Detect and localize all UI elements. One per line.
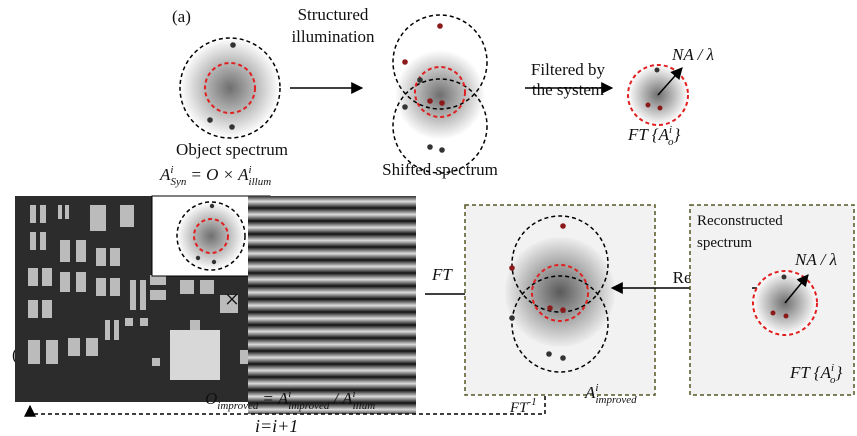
caption: Shifted spectrum <box>382 160 498 179</box>
illumination-pattern <box>248 196 416 414</box>
ft-part: } <box>836 363 843 382</box>
improved-spectrum <box>465 205 655 395</box>
formula-sub: illum <box>353 400 376 412</box>
ift-label: FT-1 <box>509 396 537 416</box>
ft-part: } <box>674 125 681 144</box>
iteration-label: i=i+1 <box>255 416 298 436</box>
formula-part: = A <box>262 389 288 408</box>
ft-part: FT {A <box>627 125 670 144</box>
ift-part: FT <box>509 400 529 416</box>
box-label: spectrum <box>697 235 752 251</box>
reconstructed-spectrum <box>753 271 817 335</box>
formula-sub: illum <box>249 176 272 188</box>
ft-sup: i <box>669 124 672 136</box>
formula-part: A <box>237 165 249 184</box>
shifted-spectrum <box>393 15 487 173</box>
formula-sub: improved <box>217 400 259 412</box>
formula-sup: i <box>170 164 173 176</box>
improved-sup: i <box>595 382 598 394</box>
formula-part: / A <box>332 389 353 408</box>
formula-sub: improved <box>288 400 330 412</box>
object-spectrum <box>180 38 280 138</box>
formula-part: = O × <box>190 165 234 184</box>
panel-label: (a) <box>172 7 191 26</box>
step-label: the system <box>532 80 604 99</box>
ft-part: FT {A <box>789 363 832 382</box>
diagram: (a) Object spectrum Structured illuminat… <box>0 0 857 436</box>
formula-sub: Syn <box>170 176 186 188</box>
na-label: NA / λ <box>671 45 714 64</box>
ft-label: FT <box>431 265 453 284</box>
formula-part: O <box>205 389 217 408</box>
formula-sup: i <box>353 388 356 400</box>
na-label: NA / λ <box>794 250 837 269</box>
step-label: Filtered by <box>531 60 606 79</box>
times-sign: × <box>225 285 240 314</box>
step-label: Structured <box>298 5 369 24</box>
step-label: illumination <box>291 27 375 46</box>
improved-sub: improved <box>595 394 637 406</box>
caption: Object spectrum <box>176 140 288 159</box>
formula-sup: i <box>288 388 291 400</box>
ift-sup: -1 <box>528 396 537 408</box>
filtered-spectrum <box>628 65 688 125</box>
formula-part: A <box>159 165 171 184</box>
ft-sup: i <box>831 362 834 374</box>
improved-part: A <box>584 383 596 402</box>
formula-sup: i <box>248 164 251 176</box>
box-label: Reconstructed <box>697 213 783 229</box>
